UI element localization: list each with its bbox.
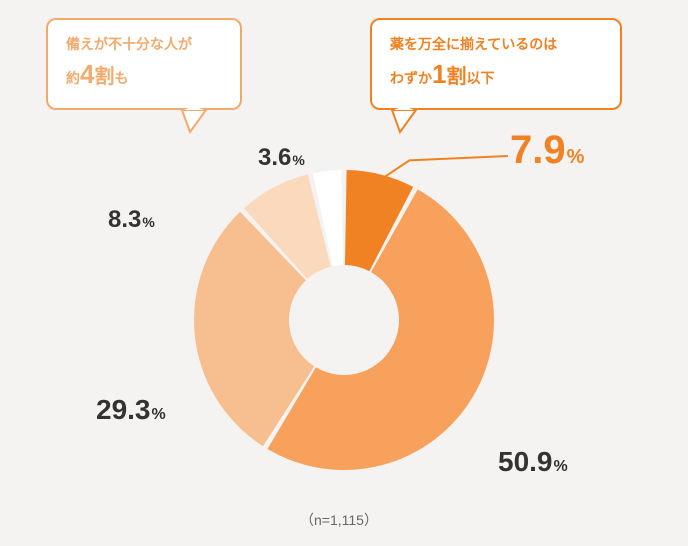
slice-label-0: 7.9% [510,128,584,173]
callout-right: 薬を万全に揃えているのは わずか1割以下 [370,18,622,110]
callout-left: 備えが不十分な人が 約4割も [46,18,242,110]
callout-left-tail [178,110,218,140]
chart-container: 備えが不十分な人が 約4割も 薬を万全に揃えているのは わずか1割以下 7.9%… [0,0,688,546]
slice-label-2: 29.3% [96,394,166,426]
callout-right-line2: わずか1割以下 [390,55,602,94]
callout-left-line2: 約4割も [66,55,222,94]
callout-left-line1: 備えが不十分な人が [66,34,222,55]
slice-label-1: 50.9% [498,446,568,478]
callout-right-line1: 薬を万全に揃えているのは [390,34,602,55]
slice-label-4: 3.6% [258,144,305,172]
slice-label-3: 8.3% [108,206,155,234]
callout-right-tail [388,110,428,140]
sample-size-note: （n=1,115） [300,510,378,530]
